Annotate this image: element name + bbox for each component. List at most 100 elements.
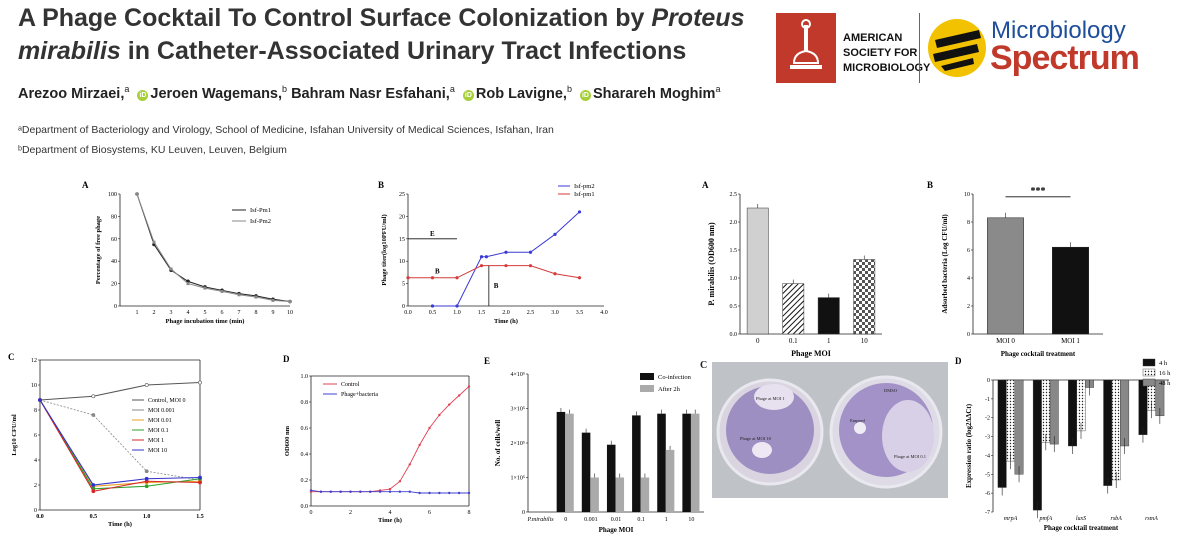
y-tick-label: 0 <box>34 508 37 514</box>
y-tick-label: 12 <box>31 358 37 364</box>
y-tick-label: 10 <box>31 383 37 389</box>
author-sup: a <box>449 84 455 94</box>
data-point <box>408 490 411 493</box>
chart-biofilm-od: A 0.0 0.5 1.0 1.5 2.0 2.5 P. mirabilis (OD600 n… <box>702 180 882 358</box>
bar <box>987 217 1024 335</box>
orcid-icon[interactable]: iD <box>137 89 149 101</box>
data-point <box>457 394 461 397</box>
bar <box>565 413 574 512</box>
x-tick-label: 4 <box>187 310 190 316</box>
x-tick-label: 10 <box>287 310 293 316</box>
affiliation-b: ᵇDepartment of Biosystems, KU Leuven, Le… <box>18 144 287 156</box>
legend-label: Co-infection <box>658 374 692 381</box>
x-axis-label: Phage MOI <box>791 349 831 358</box>
x-tick-label: 3.5 <box>576 310 584 316</box>
x-tick-label: 8 <box>255 310 258 316</box>
data-point <box>186 282 190 286</box>
x-axis-label: Phage cocktail treatment <box>1001 350 1076 358</box>
legend-label: MOI 10 <box>148 448 167 454</box>
x-tick-label: 1.0 <box>143 514 151 520</box>
series-line <box>311 386 470 493</box>
y-axis-label: Adsorbed bacteria (Log CFU/ml) <box>941 214 949 314</box>
data-point <box>237 293 241 297</box>
bar <box>1049 379 1059 445</box>
data-point <box>169 267 173 271</box>
data-point <box>135 192 139 196</box>
x-tick-label: 0.1 <box>637 517 645 523</box>
title-part-1: A Phage Cocktail To Control Surface Colo… <box>18 4 652 32</box>
y-tick-label: 40 <box>111 259 117 265</box>
data-point <box>254 295 258 299</box>
y-tick-label: -4 <box>985 453 990 459</box>
data-point <box>430 304 435 308</box>
panel-label: C <box>8 352 15 362</box>
series-line <box>39 399 201 492</box>
bar <box>590 477 599 512</box>
x-tick-label: rsmA <box>1145 516 1158 522</box>
data-point <box>467 385 471 388</box>
bar <box>782 283 805 335</box>
legend-label: Isf-Pm2 <box>250 218 271 225</box>
x-tick-label: 0.5 <box>429 310 437 316</box>
y-tick-label: 2×10⁵ <box>511 441 525 447</box>
plate-label: Phage at MOI 10 <box>740 436 772 441</box>
x-tick-label: 10 <box>861 337 869 345</box>
y-tick-label: 3×10⁵ <box>511 407 525 413</box>
y-tick-label: 6 <box>34 433 37 439</box>
y-tick-label: 6 <box>967 248 970 254</box>
chart-adsorbed-bacteria: B 0 2 4 6 8 10 Adsorbed bacteria (Log CFU/ml) Ph… <box>927 180 1103 358</box>
y-tick-label: 0 <box>987 378 990 384</box>
plate-label: DMSO <box>884 388 898 393</box>
data-point <box>408 463 411 466</box>
x-tick-label: 0 <box>310 510 313 516</box>
series-line <box>136 193 291 303</box>
annotation-label: E <box>430 230 435 238</box>
x-tick-label: 2.5 <box>527 310 535 316</box>
legend-label: 4 h <box>1159 360 1168 367</box>
bar <box>1006 379 1016 462</box>
y-tick-label: 0 <box>967 332 970 338</box>
x-axis-label: Time (h) <box>378 517 402 524</box>
bar <box>556 411 566 512</box>
data-point <box>152 240 156 244</box>
series-line <box>432 211 580 307</box>
x-tick-label: 4 <box>389 510 392 516</box>
x-tick-label: 1.5 <box>478 310 486 316</box>
y-tick-label: 1.5 <box>730 248 738 254</box>
x-tick-label: 2.0 <box>502 310 510 316</box>
orcid-icon[interactable]: iD <box>579 89 591 101</box>
x-axis-label: Phage MOI <box>599 526 634 534</box>
y-tick-label: 0.0 <box>301 504 309 510</box>
plate-label: Phage at MOI 0.1 <box>894 454 926 459</box>
data-point <box>198 475 202 480</box>
bar <box>1103 379 1113 486</box>
y-tick-label: 0.0 <box>730 332 738 338</box>
data-point <box>398 480 402 483</box>
orcid-icon[interactable]: iD <box>462 89 474 101</box>
panel-label: B <box>378 180 384 190</box>
legend-label: After 2h <box>658 386 681 393</box>
plate-label: Phage at MOI 1 <box>756 396 785 401</box>
asm-logo-icon <box>776 13 836 83</box>
y-axis-label: P. mirabilis (OD600 nm) <box>707 222 716 306</box>
author-sup: b <box>282 84 288 94</box>
x-tick-label: 1.5 <box>196 514 204 520</box>
x-tick-label: 1 <box>827 337 831 345</box>
data-point <box>144 484 149 489</box>
panel-label: E <box>484 356 490 366</box>
y-axis-label: Phage titer(log10PFU/ml) <box>381 214 388 285</box>
y-tick-label: 1.0 <box>301 374 309 380</box>
bar <box>690 413 700 512</box>
affiliation-a: ᵃDepartment of Bacteriology and Virology… <box>18 124 554 136</box>
bar <box>1032 379 1042 511</box>
bar <box>606 444 616 512</box>
y-tick-label: -1 <box>985 397 990 403</box>
x-tick-label: mrpA <box>1004 516 1018 522</box>
legend-label: Control, MOI 0 <box>148 398 186 404</box>
author-sup: a <box>715 84 721 94</box>
bar <box>632 415 641 512</box>
data-point <box>369 490 372 493</box>
bar <box>657 413 666 512</box>
author-name: Jeroen Wagemans, <box>150 85 283 102</box>
bar <box>640 477 650 512</box>
